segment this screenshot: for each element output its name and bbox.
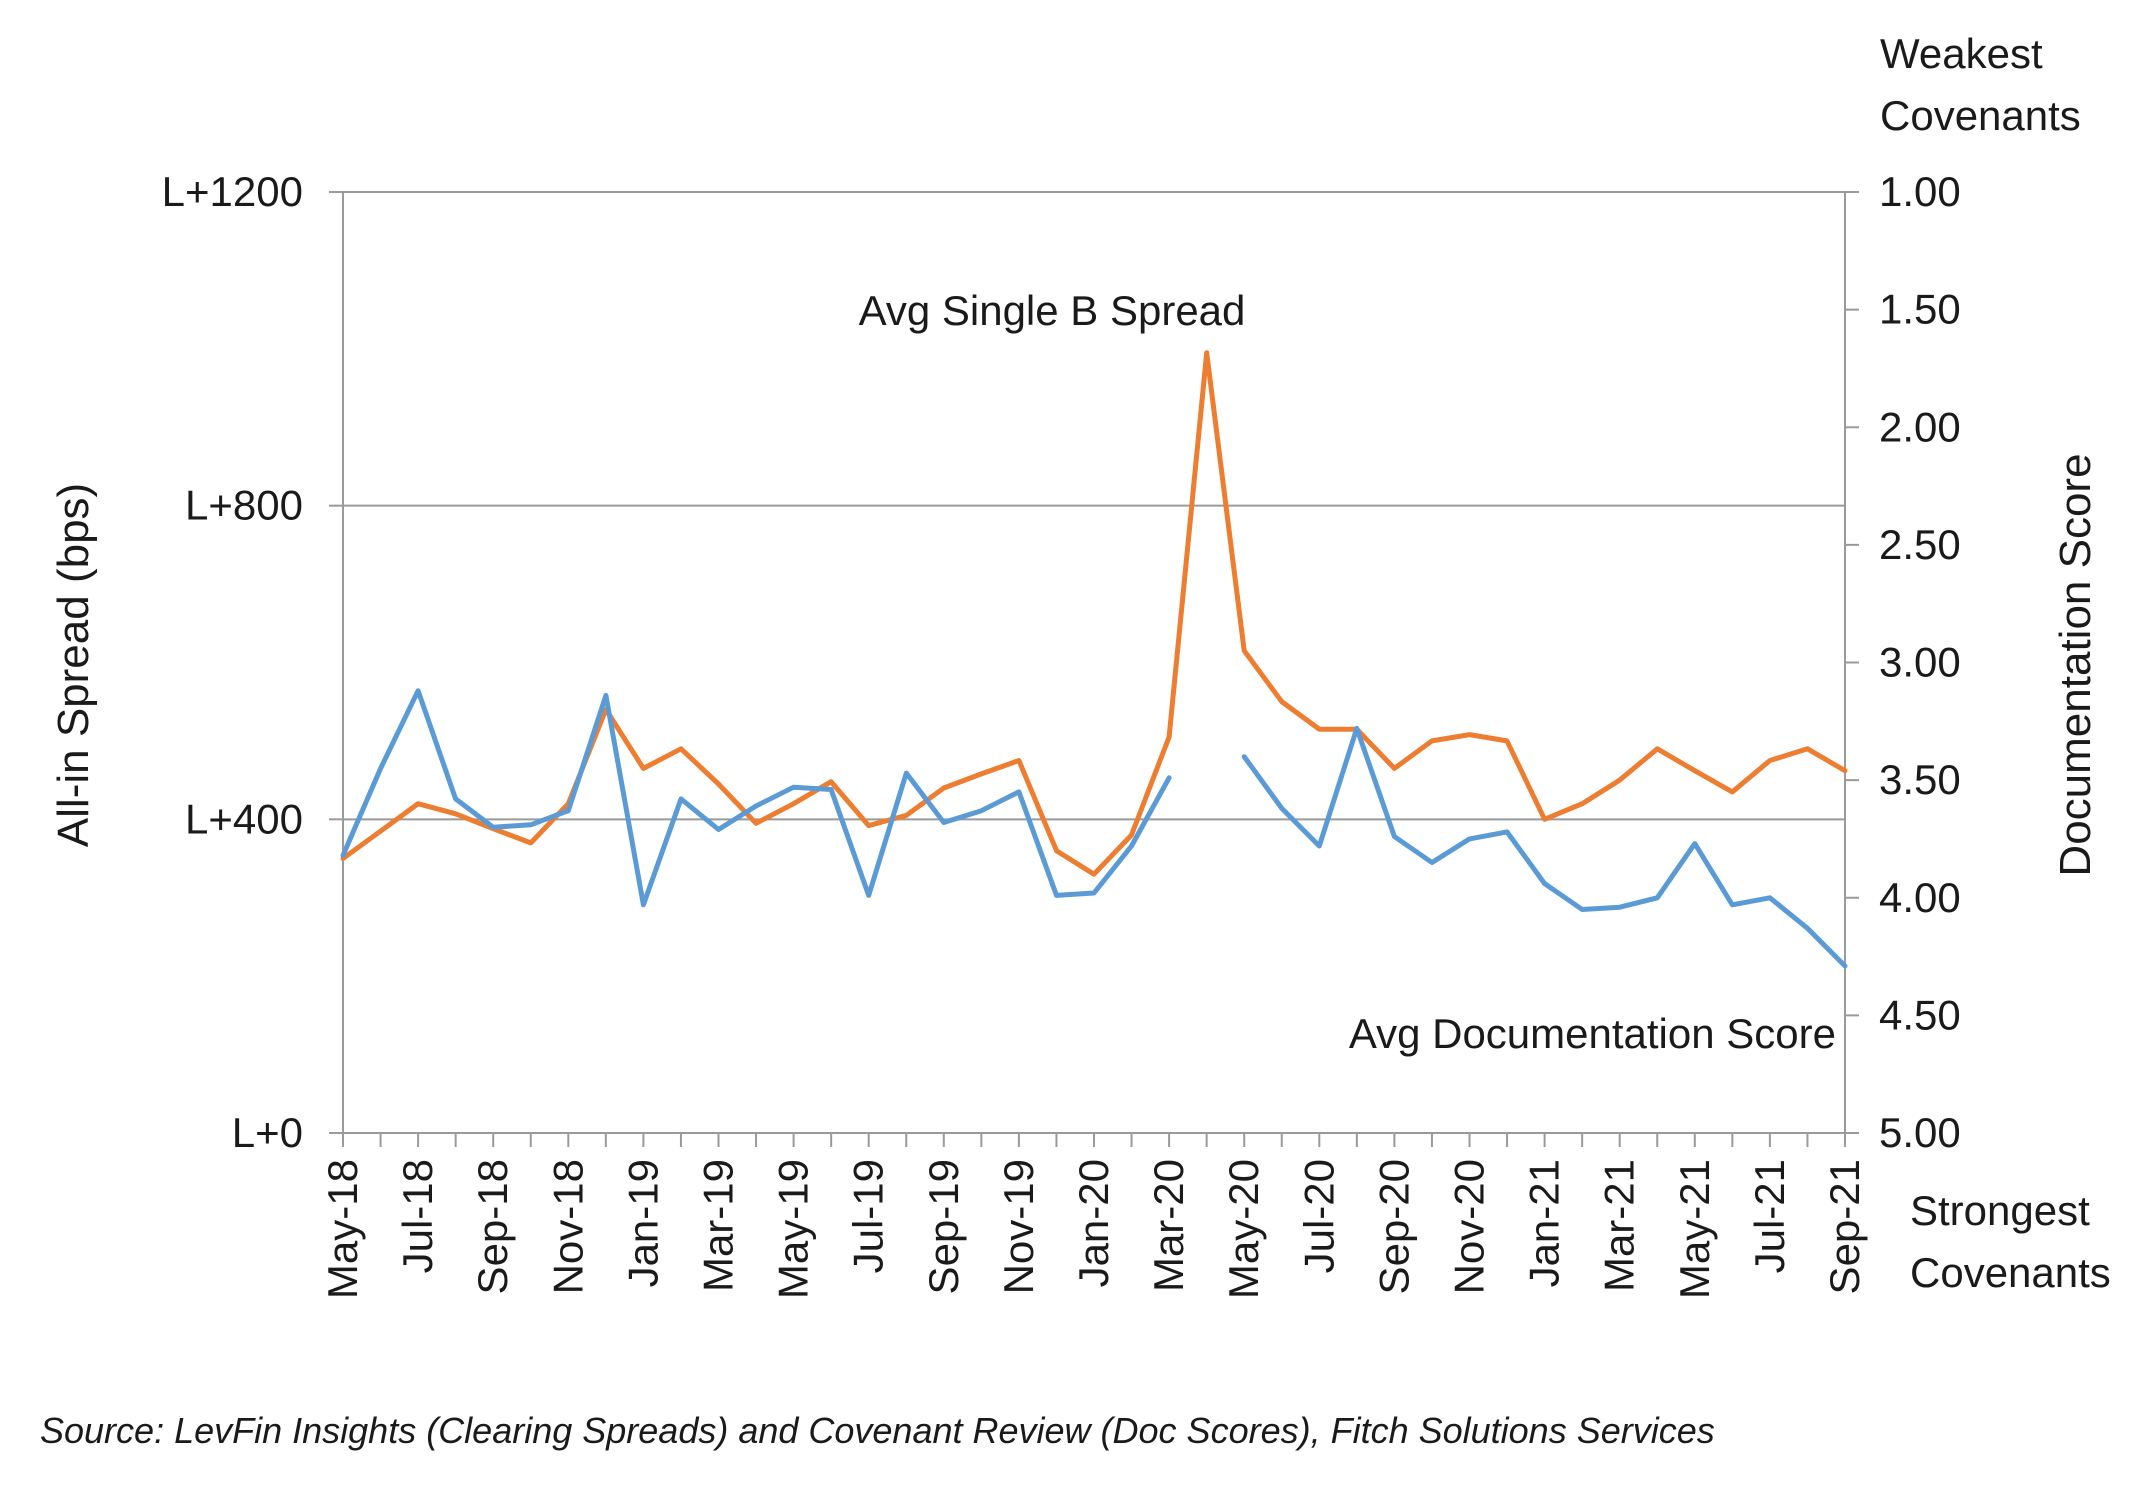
x-tick-label: Nov-18 xyxy=(544,1159,591,1294)
right-tick-label: 3.00 xyxy=(1879,639,1961,686)
x-tick-label: Mar-21 xyxy=(1596,1159,1643,1292)
right-tick-label: 4.00 xyxy=(1879,874,1961,921)
source-note: Source: LevFin Insights (Clearing Spread… xyxy=(40,1410,1715,1451)
x-tick-label: Jul-21 xyxy=(1746,1159,1793,1273)
left-tick-label: L+1200 xyxy=(162,168,303,215)
chart-labels: All-in Spread (bps) Documentation Score … xyxy=(40,30,2111,1451)
x-tick-label: Jan-19 xyxy=(619,1159,666,1287)
right-tick-label: 4.50 xyxy=(1879,991,1961,1038)
x-tick-label: Sep-21 xyxy=(1821,1159,1868,1294)
x-tick-label: Nov-19 xyxy=(995,1159,1042,1294)
x-tick-label: May-18 xyxy=(319,1159,366,1299)
right-tick-label: 3.50 xyxy=(1879,756,1961,803)
x-tick-label: May-21 xyxy=(1671,1159,1718,1299)
right-tick-label: 1.50 xyxy=(1879,286,1961,333)
x-tick-label: Mar-19 xyxy=(695,1159,742,1292)
x-tick-label: Nov-20 xyxy=(1446,1159,1493,1294)
right-axis-top-label-line1: Weakest xyxy=(1880,30,2043,77)
right-tick-label: 5.00 xyxy=(1879,1109,1961,1156)
series-line-1-segment-1 xyxy=(1241,725,1848,969)
x-tick-label: Mar-20 xyxy=(1145,1159,1192,1292)
x-tick-label: May-19 xyxy=(770,1159,817,1299)
left-tick-label: L+0 xyxy=(232,1109,303,1156)
x-tick-label: Jan-20 xyxy=(1070,1159,1117,1287)
right-axis-top-label-line2: Covenants xyxy=(1880,92,2081,139)
x-tick-label: Jul-20 xyxy=(1295,1159,1342,1273)
x-tick-label: Sep-18 xyxy=(469,1159,516,1294)
x-tick-label: Jul-19 xyxy=(845,1159,892,1273)
x-tick-label: Jan-21 xyxy=(1521,1159,1568,1287)
x-tick-label: Sep-20 xyxy=(1370,1159,1417,1294)
left-tick-label: L+400 xyxy=(185,795,303,842)
right-tick-label: 2.00 xyxy=(1879,403,1961,450)
x-tick-label: Sep-19 xyxy=(920,1159,967,1294)
annotation-avg-single-b-spread: Avg Single B Spread xyxy=(859,287,1246,334)
x-tick-label: May-20 xyxy=(1220,1159,1267,1299)
right-axis-bottom-label-line1: Strongest xyxy=(1910,1187,2090,1234)
right-tick-label: 1.00 xyxy=(1879,168,1961,215)
right-axis-ticks: 1.00 1.50 2.00 2.50 3.00 3.50 4.00 4.50 5.00 xyxy=(1845,168,1961,1156)
left-tick-label: L+800 xyxy=(185,482,303,529)
right-axis-title: Documentation Score xyxy=(2051,453,2100,876)
left-axis-ticks: L+0 L+400 L+800 L+1200 xyxy=(162,168,343,1156)
left-axis-title: All-in Spread (bps) xyxy=(49,483,98,847)
series-line-0-segment-0 xyxy=(340,350,1848,877)
x-axis-ticks: May-18 Jul-18 Sep-18 Nov-18 Jan-19 Mar-19 May-… xyxy=(319,1133,1868,1299)
series-lines xyxy=(340,350,1848,969)
series-line-1-segment-0 xyxy=(340,688,1172,908)
right-axis-bottom-label-line2: Covenants xyxy=(1910,1249,2111,1296)
right-tick-label: 2.50 xyxy=(1879,521,1961,568)
annotation-avg-documentation-score: Avg Documentation Score xyxy=(1349,1010,1836,1057)
x-tick-label: Jul-18 xyxy=(394,1159,441,1273)
